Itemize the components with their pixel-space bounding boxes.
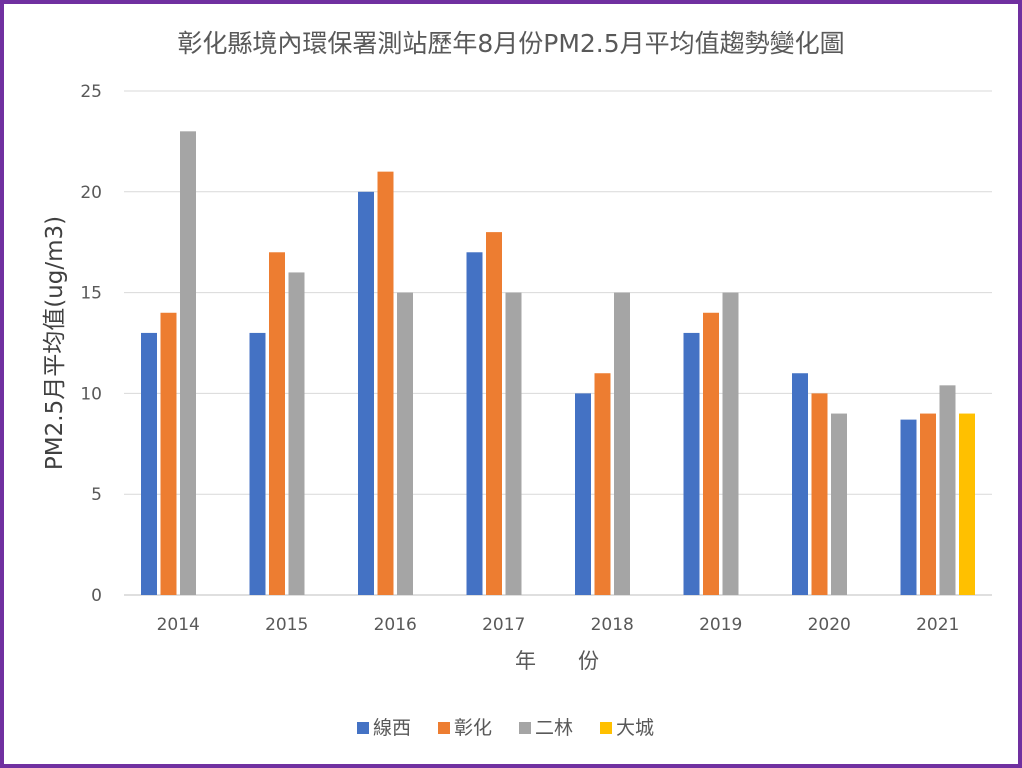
- bar-2018-線西: [575, 393, 591, 595]
- x-tick-label: 2018: [591, 615, 634, 635]
- legend: 線西 彰化 二林 大城: [357, 717, 654, 739]
- bar-2020-二林: [831, 413, 847, 595]
- x-tick-label: 2014: [157, 615, 200, 635]
- bar-2016-彰化: [377, 171, 394, 595]
- y-tick-label: 0: [91, 586, 102, 606]
- bar-2017-彰化: [486, 232, 502, 595]
- ticks-layer: 0 5 10 15 20 25 2014 2015 2016 2017 2018 2019 2020 20…: [80, 82, 959, 635]
- bar-2019-彰化: [703, 312, 719, 595]
- bar-2014-二林: [180, 131, 196, 595]
- bars-layer: [141, 131, 975, 596]
- y-tick-label: 25: [80, 82, 102, 102]
- bar-2021-大城: [959, 413, 975, 595]
- bar-2020-線西: [792, 373, 808, 595]
- bar-2015-二林: [288, 272, 305, 595]
- bar-2021-彰化: [920, 413, 936, 595]
- x-tick-label: 2019: [699, 615, 742, 635]
- legend-swatch: [600, 722, 612, 734]
- bar-2017-二林: [505, 292, 522, 595]
- bar-2014-彰化: [160, 312, 177, 595]
- y-tick-label: 15: [80, 284, 102, 304]
- legend-label: 彰化: [454, 717, 492, 739]
- bar-2016-線西: [358, 191, 374, 596]
- x-tick-label: 2015: [265, 615, 308, 635]
- bar-2018-二林: [614, 292, 630, 595]
- x-axis-title: 年 份: [515, 649, 599, 673]
- bar-2015-線西: [249, 332, 266, 595]
- bar-2018-彰化: [594, 373, 611, 595]
- bar-2014-線西: [141, 332, 157, 595]
- legend-swatch: [438, 722, 450, 734]
- bar-2020-彰化: [811, 393, 828, 595]
- bar-2021-二林: [939, 385, 956, 595]
- y-axis-title: PM2.5月平均值(ug/m3): [42, 216, 68, 470]
- bar-2019-線西: [683, 332, 700, 595]
- y-tick-label: 5: [91, 485, 102, 505]
- legend-label: 線西: [373, 717, 411, 739]
- bar-2016-二林: [397, 292, 413, 595]
- y-tick-label: 20: [80, 183, 102, 203]
- legend-label: 二林: [535, 717, 573, 739]
- x-tick-label: 2017: [482, 615, 525, 635]
- x-tick-label: 2020: [808, 615, 851, 635]
- legend-label: 大城: [616, 717, 654, 739]
- legend-swatch: [519, 722, 531, 734]
- y-tick-label: 10: [80, 384, 102, 404]
- grid-layer: [124, 90, 992, 596]
- bar-2019-二林: [722, 292, 739, 595]
- chart-title: 彰化縣境內環保署測站歷年8月份PM2.5月平均值趨勢變化圖: [177, 29, 844, 58]
- x-tick-label: 2021: [916, 615, 959, 635]
- bar-2015-彰化: [269, 252, 285, 595]
- bar-2017-線西: [466, 252, 483, 595]
- bar-2021-線西: [900, 419, 917, 595]
- legend-swatch: [357, 722, 369, 734]
- x-tick-label: 2016: [374, 615, 417, 635]
